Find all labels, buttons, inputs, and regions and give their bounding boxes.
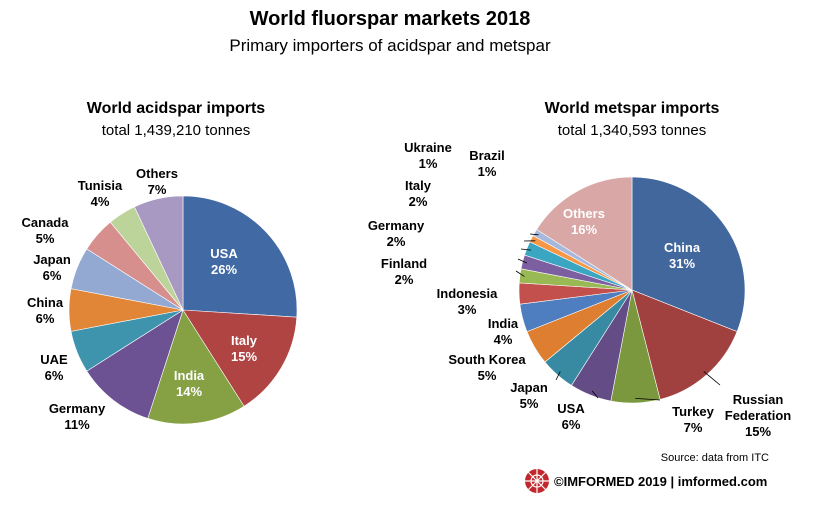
leader-line-finland (515, 270, 525, 277)
data-label-germany: Germany 2% (368, 218, 425, 249)
pie-slice-italy (182, 309, 298, 407)
pie-slice-others (536, 176, 633, 291)
data-label-south-korea: South Korea 5% (448, 352, 526, 383)
leader-line-brazil (529, 233, 539, 236)
acidspar-pie: USA 26% Italy 15% India 14% Germany 11% UAE 6% Chi… (22, 166, 298, 432)
data-label-russian-federation: Russian Federation 15% (725, 392, 792, 439)
imformed-logo-icon (525, 469, 549, 493)
data-label-tunisia: Tunisia 4% (78, 178, 123, 209)
data-label-japan: Japan 6% (33, 252, 71, 283)
data-label-india: India 14% (174, 368, 205, 399)
brand-footer: ©IMFORMED 2019 | imformed.com (524, 468, 767, 494)
pie-slice-others (134, 195, 184, 311)
data-label-turkey: Turkey 7% (672, 404, 714, 435)
data-label-china: China 6% (27, 295, 64, 326)
data-label-others: Others 7% (136, 166, 178, 197)
data-label-canada: Canada 5% (22, 215, 70, 246)
pie-slice-usa (182, 195, 298, 318)
data-label-indonesia: Indonesia 3% (437, 286, 498, 317)
leader-line-russian-federation (703, 371, 721, 386)
data-label-usa: USA 6% (557, 401, 585, 432)
page-title: World fluorspar markets 2018 (249, 8, 531, 30)
data-label-italy: Italy 2% (405, 178, 432, 209)
leader-line-italy (520, 248, 532, 251)
data-label-germany: Germany 11% (49, 401, 106, 432)
leader-line-usa (591, 390, 599, 399)
leader-line-japan (555, 371, 561, 381)
data-label-others: Others 16% (563, 206, 605, 237)
leader-line-turkey (635, 398, 661, 401)
data-label-japan: Japan 5% (510, 380, 548, 411)
pie-slice-china (631, 176, 746, 332)
data-label-brazil: Brazil 1% (469, 148, 504, 179)
pie-slice-russian-federation (631, 289, 738, 400)
data-label-finland: Finland 2% (381, 256, 427, 287)
data-label-india: India 4% (488, 316, 519, 347)
metspar-pie: China 31% Russian Federation 15% Turkey 7% USA 6… (368, 140, 791, 439)
data-label-china: China 31% (664, 240, 701, 271)
data-label-uae: UAE 6% (40, 352, 68, 383)
data-label-italy: Italy 15% (231, 333, 258, 364)
acidspar-chart-title: World acidspar imports (86, 100, 266, 117)
metspar-chart-title: World metspar imports (544, 100, 720, 117)
data-label-ukraine: Ukraine 1% (404, 140, 452, 171)
metspar-chart-subtitle: total 1,340,593 tonnes (557, 122, 707, 139)
acidspar-chart-subtitle: total 1,439,210 tonnes (101, 122, 251, 139)
pie-slice-india (147, 309, 245, 425)
leader-line-germany (517, 258, 528, 264)
source-note: Source: data from ITC (660, 452, 769, 464)
page-subtitle: Primary importers of acidspar and metspa… (229, 36, 551, 55)
pie-slice-germany (86, 309, 184, 419)
data-label-usa: USA 26% (210, 246, 238, 277)
brand-text: ©IMFORMED 2019 | imformed.com (554, 473, 768, 489)
